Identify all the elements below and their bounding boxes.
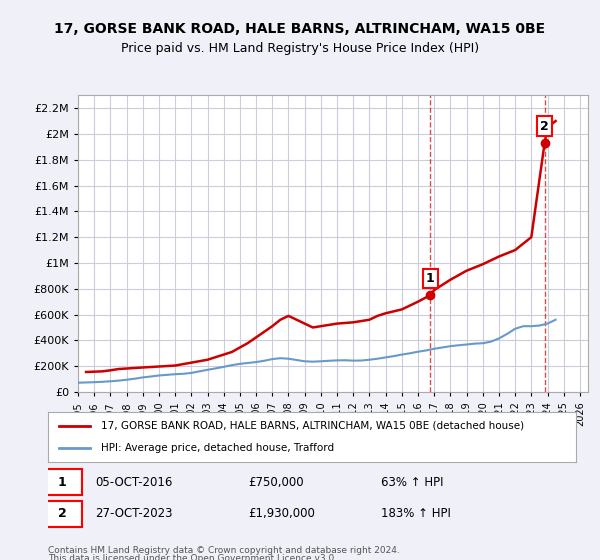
Text: £1,930,000: £1,930,000	[248, 507, 316, 520]
Text: 63% ↑ HPI: 63% ↑ HPI	[380, 476, 443, 489]
Text: 17, GORSE BANK ROAD, HALE BARNS, ALTRINCHAM, WA15 0BE: 17, GORSE BANK ROAD, HALE BARNS, ALTRINC…	[55, 22, 545, 36]
Text: 1: 1	[58, 476, 67, 489]
Text: 2: 2	[58, 507, 67, 520]
Text: Price paid vs. HM Land Registry's House Price Index (HPI): Price paid vs. HM Land Registry's House …	[121, 42, 479, 55]
Text: 183% ↑ HPI: 183% ↑ HPI	[380, 507, 451, 520]
Text: 2: 2	[540, 120, 549, 133]
FancyBboxPatch shape	[43, 469, 82, 495]
Text: 17, GORSE BANK ROAD, HALE BARNS, ALTRINCHAM, WA15 0BE (detached house): 17, GORSE BANK ROAD, HALE BARNS, ALTRINC…	[101, 421, 524, 431]
Text: 27-OCT-2023: 27-OCT-2023	[95, 507, 173, 520]
Text: Contains HM Land Registry data © Crown copyright and database right 2024.: Contains HM Land Registry data © Crown c…	[48, 546, 400, 555]
FancyBboxPatch shape	[43, 501, 82, 527]
Text: 05-OCT-2016: 05-OCT-2016	[95, 476, 173, 489]
Text: This data is licensed under the Open Government Licence v3.0.: This data is licensed under the Open Gov…	[48, 554, 337, 560]
Text: £750,000: £750,000	[248, 476, 304, 489]
Text: 1: 1	[426, 272, 434, 285]
Text: HPI: Average price, detached house, Trafford: HPI: Average price, detached house, Traf…	[101, 443, 334, 453]
